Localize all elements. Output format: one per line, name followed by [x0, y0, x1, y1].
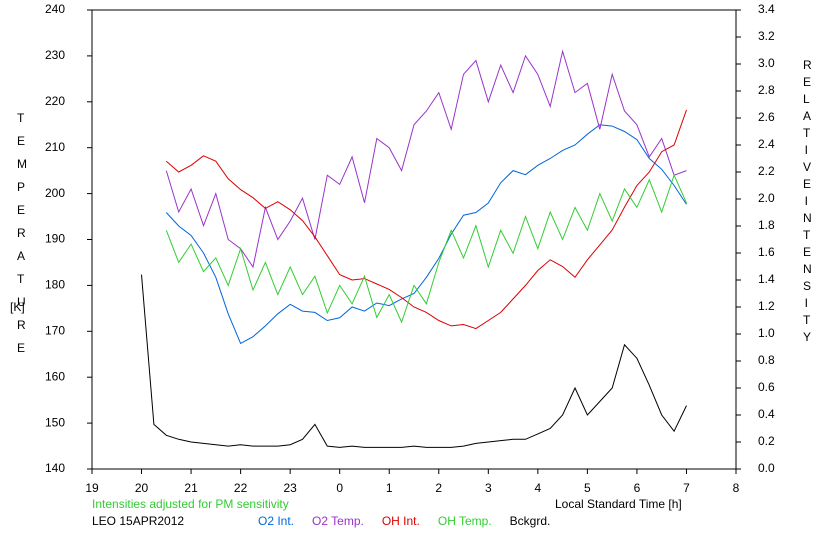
- y2-tick-label: 3.4: [758, 2, 775, 16]
- x-tick-label: 8: [733, 481, 740, 495]
- y2-tick-label: 1.4: [758, 272, 775, 286]
- legend-entry: OH Temp.: [438, 514, 492, 528]
- y2-tick-label: 2.4: [758, 137, 775, 151]
- legend-entry: Bckgrd.: [510, 514, 551, 528]
- y-tick-label: 170: [45, 323, 65, 337]
- x-tick-label: 1: [386, 481, 393, 495]
- y2-tick-label: 2.6: [758, 110, 775, 124]
- x-tick-label: 20: [135, 481, 149, 495]
- y2-tick-label: 0.4: [758, 407, 775, 421]
- y2-tick-label: 1.6: [758, 245, 775, 259]
- y-tick-label: 180: [45, 278, 65, 292]
- y2-tick-label: 2.8: [758, 83, 775, 97]
- x-tick-label: 4: [535, 481, 542, 495]
- y-tick-label: 220: [45, 94, 65, 108]
- x-tick-label: 5: [584, 481, 591, 495]
- annotation: Intensities adjusted for PM sensitivity: [92, 497, 289, 511]
- x-tick-label: 7: [683, 481, 690, 495]
- y-tick-label: 240: [45, 2, 65, 16]
- station-label: LEO 15APR2012: [92, 514, 184, 528]
- y-tick-label: 230: [45, 48, 65, 62]
- y-tick-label: 140: [45, 461, 65, 475]
- y2-tick-label: 0.6: [758, 380, 775, 394]
- y2-tick-label: 1.8: [758, 218, 775, 232]
- y2-tick-label: 0.2: [758, 434, 775, 448]
- y-tick-label: 160: [45, 369, 65, 383]
- y2-tick-label: 0.8: [758, 353, 775, 367]
- y2-axis-label: RELATIVE INTENSITY: [803, 58, 815, 344]
- y-axis-unit: [K]: [10, 300, 25, 314]
- y2-tick-label: 3.0: [758, 56, 775, 70]
- plot-frame: [91, 9, 737, 470]
- x-tick-label: 0: [336, 481, 343, 495]
- legend-entry: O2 Int.: [258, 514, 294, 528]
- series-line: [165, 124, 687, 345]
- y-tick-label: 210: [45, 140, 65, 154]
- y2-tick-label: 2.2: [758, 164, 775, 178]
- y2-tick-label: 1.0: [758, 326, 775, 340]
- y-tick-label: 150: [45, 415, 65, 429]
- x-axis-label: Local Standard Time [h]: [555, 497, 682, 511]
- legend-entry: O2 Temp.: [312, 514, 364, 528]
- x-tick-label: 3: [485, 481, 492, 495]
- y2-tick-label: 0.0: [758, 461, 775, 475]
- y2-tick-label: 2.0: [758, 191, 775, 205]
- y-tick-label: 200: [45, 186, 65, 200]
- y2-tick-label: 1.2: [758, 299, 775, 313]
- x-tick-label: 23: [283, 481, 297, 495]
- x-tick-label: 22: [234, 481, 248, 495]
- y-axis-label: TEMPERATURE: [17, 111, 27, 355]
- y2-tick-label: 3.2: [758, 29, 775, 43]
- y-tick-label: 190: [45, 232, 65, 246]
- x-tick-label: 2: [435, 481, 442, 495]
- legend-entry: OH Int.: [382, 514, 420, 528]
- series-line: [165, 173, 687, 324]
- x-tick-label: 19: [85, 481, 99, 495]
- series-line: [165, 109, 687, 330]
- series-line: [141, 274, 687, 448]
- series-line: [165, 49, 687, 269]
- x-tick-label: 21: [184, 481, 198, 495]
- x-tick-label: 6: [634, 481, 641, 495]
